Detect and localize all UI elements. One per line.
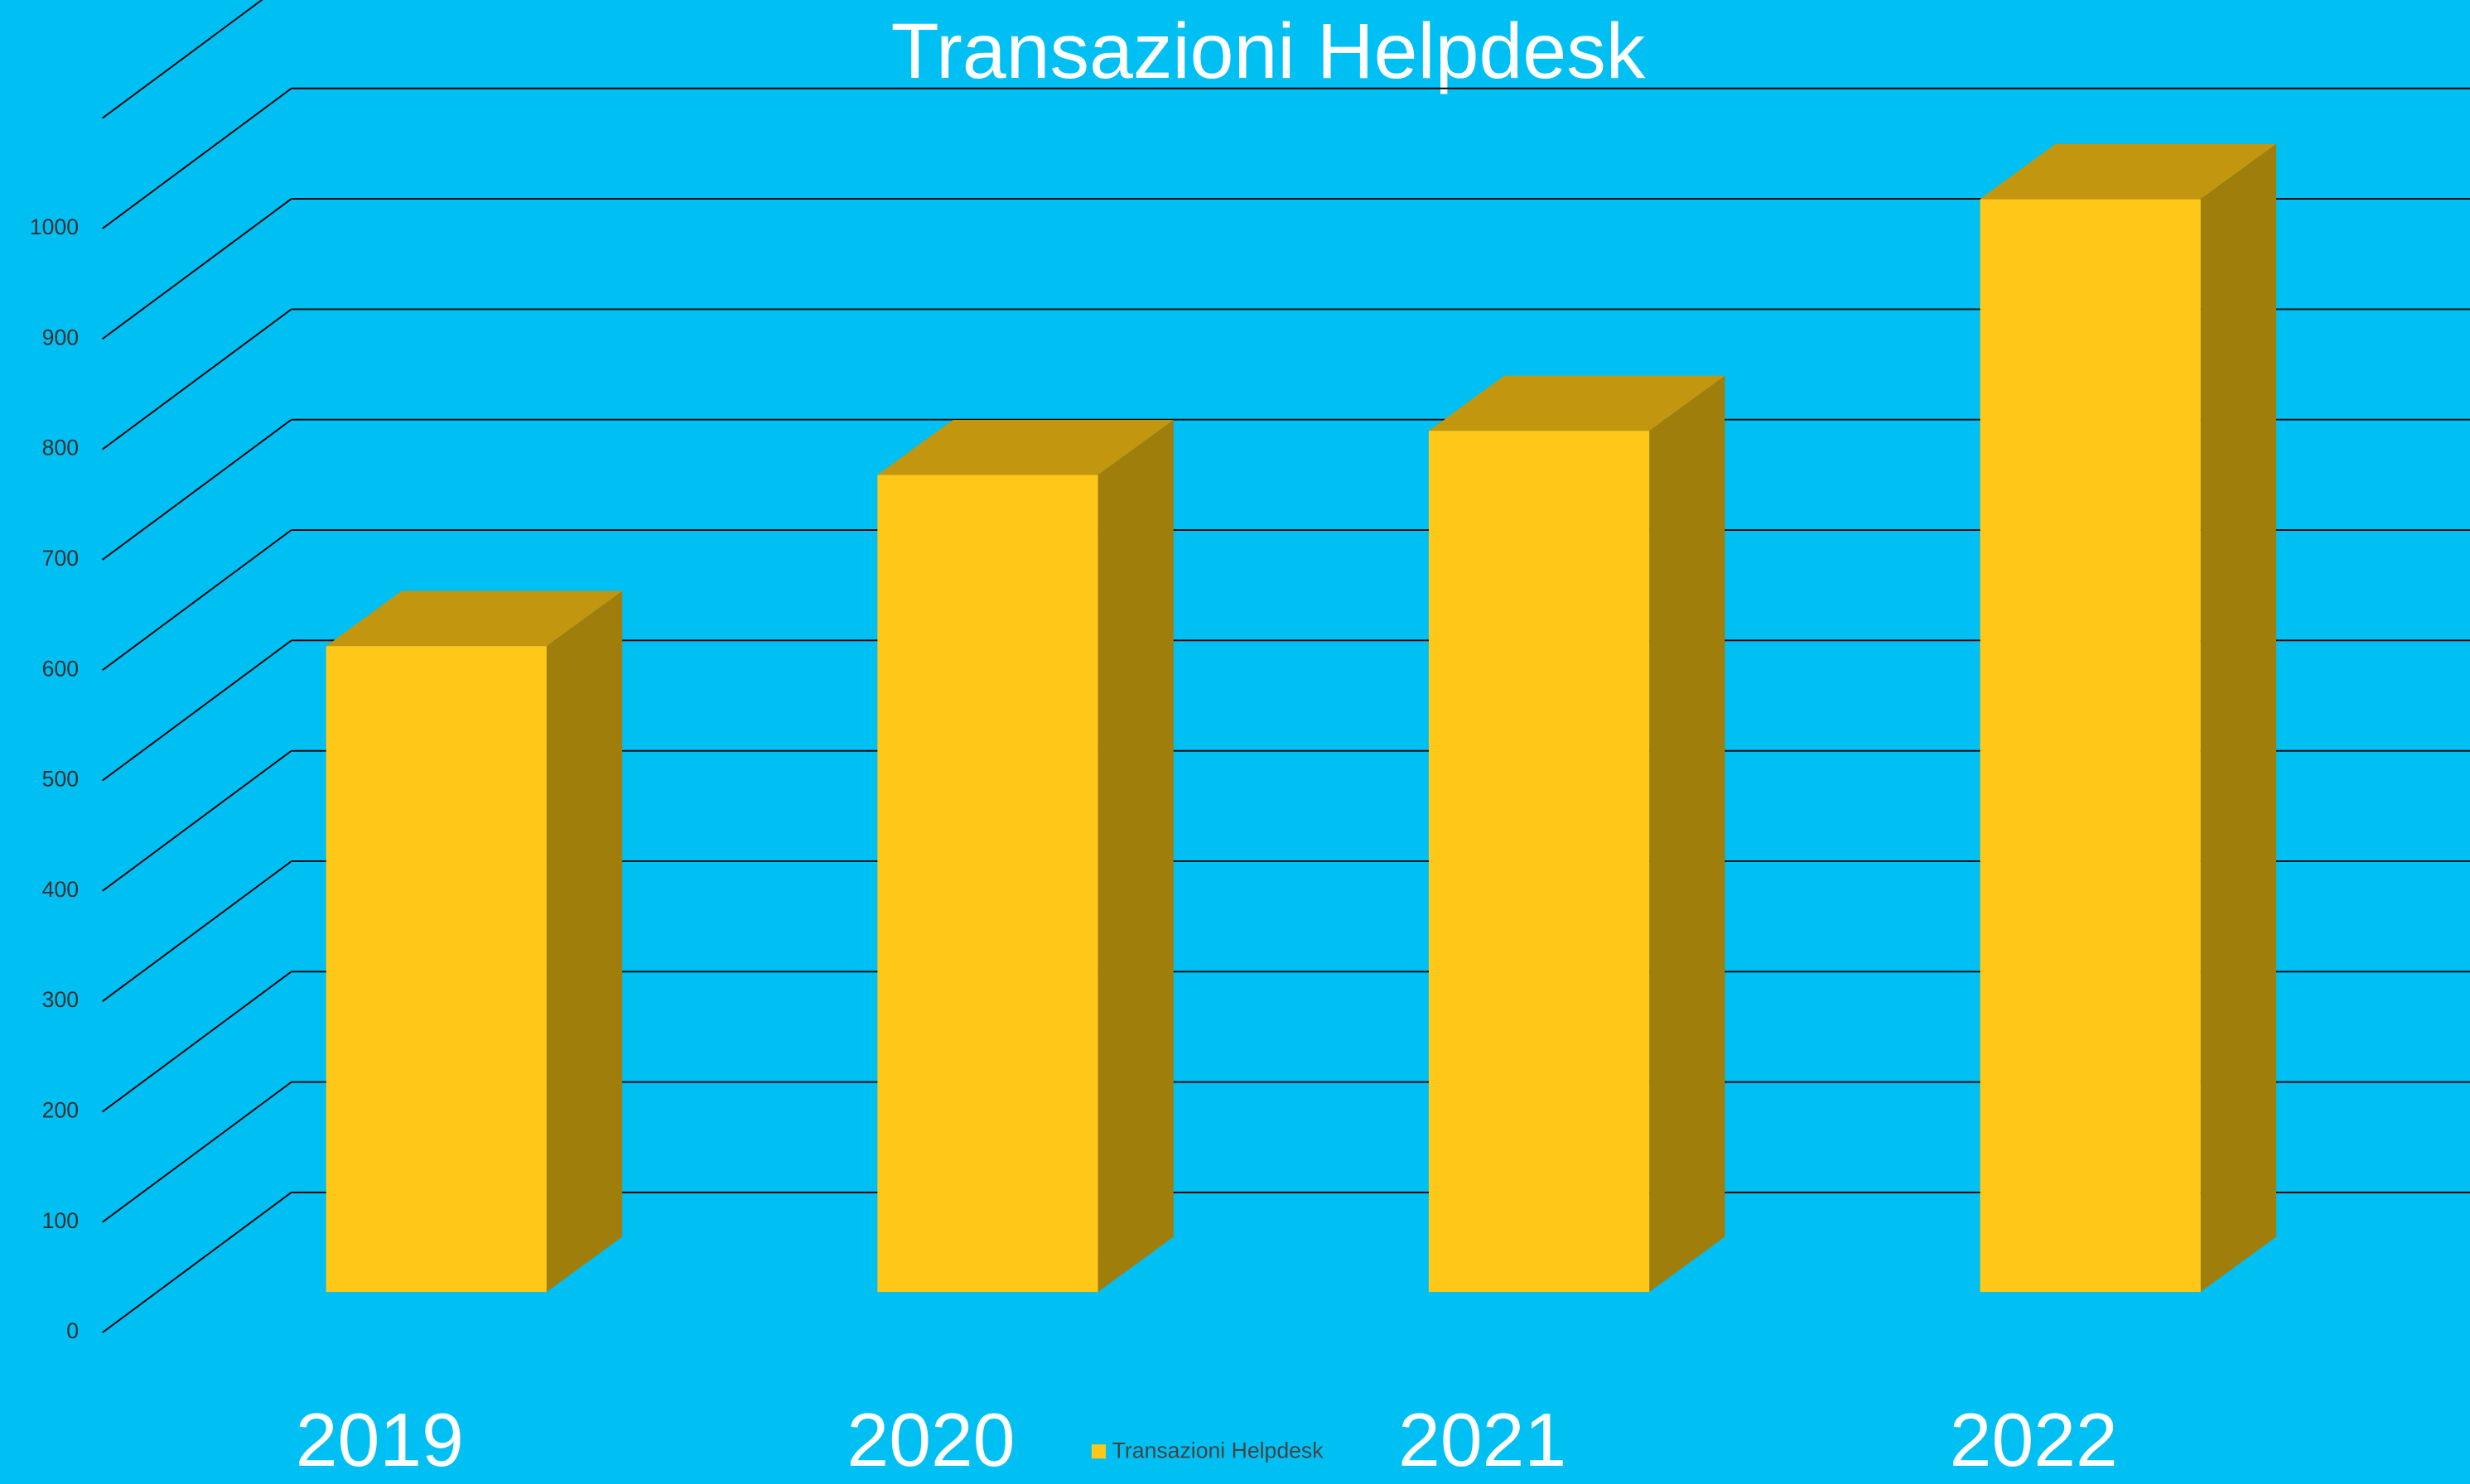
- chart-title: Transazioni Helpdesk: [891, 7, 1646, 95]
- x-tick-label: 2020: [847, 1398, 1015, 1482]
- bar: [1428, 431, 1650, 1293]
- bar: [877, 475, 1098, 1293]
- bar-side: [1098, 419, 1174, 1293]
- y-tick-label: 600: [42, 656, 79, 681]
- bar-side: [546, 590, 623, 1293]
- grid-line: [102, 1081, 292, 1223]
- bar-top: [326, 590, 623, 647]
- bar-top: [877, 419, 1174, 475]
- bar: [1980, 199, 2201, 1293]
- bar-side: [1649, 375, 1725, 1293]
- x-tick-label: 2021: [1398, 1398, 1566, 1482]
- x-tick-label: 2022: [1950, 1398, 2118, 1482]
- grid-line: [102, 749, 292, 892]
- y-tick-label: 300: [42, 987, 79, 1012]
- grid-line: [102, 529, 292, 672]
- bar: [326, 646, 547, 1293]
- y-tick-label: 0: [66, 1318, 79, 1343]
- grid-line: [102, 1192, 292, 1333]
- bar-top: [1980, 143, 2277, 200]
- grid-line: [102, 87, 292, 229]
- grid-line: [102, 0, 263, 119]
- x-tick-label: 2019: [296, 1398, 464, 1482]
- y-tick-label: 200: [42, 1098, 79, 1123]
- y-tick-label: 400: [42, 877, 79, 902]
- y-tick-label: 800: [42, 436, 79, 460]
- y-tick-label: 500: [42, 767, 79, 792]
- y-tick-label: 900: [42, 325, 79, 349]
- grid-line: [102, 971, 292, 1113]
- grid-line: [102, 198, 292, 340]
- grid-line: [102, 418, 292, 561]
- y-tick-label: 100: [42, 1208, 79, 1233]
- bar-side: [2200, 143, 2277, 1293]
- grid-line: [102, 860, 292, 1002]
- y-tick-label: 1000: [30, 214, 79, 239]
- grid-line: [102, 308, 292, 450]
- legend-label: Transazioni Helpdesk: [1112, 1438, 1324, 1463]
- y-tick-label: 700: [42, 546, 79, 571]
- bar-top: [1428, 375, 1725, 431]
- grid-line: [102, 639, 292, 782]
- legend: Transazioni Helpdesk: [1091, 1438, 1324, 1463]
- legend-swatch: [1091, 1444, 1107, 1459]
